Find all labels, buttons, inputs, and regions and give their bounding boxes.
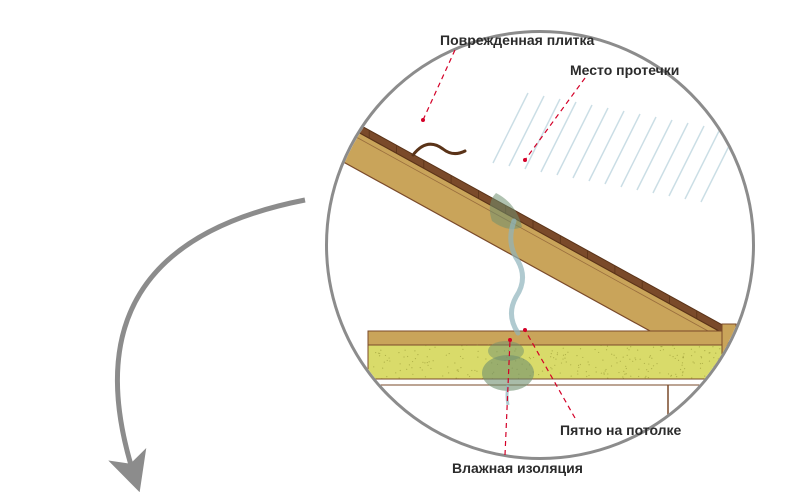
leader-lines [0,0,800,500]
diagram-container: Поврежденная плитка Место протечки Пятно… [0,0,800,500]
